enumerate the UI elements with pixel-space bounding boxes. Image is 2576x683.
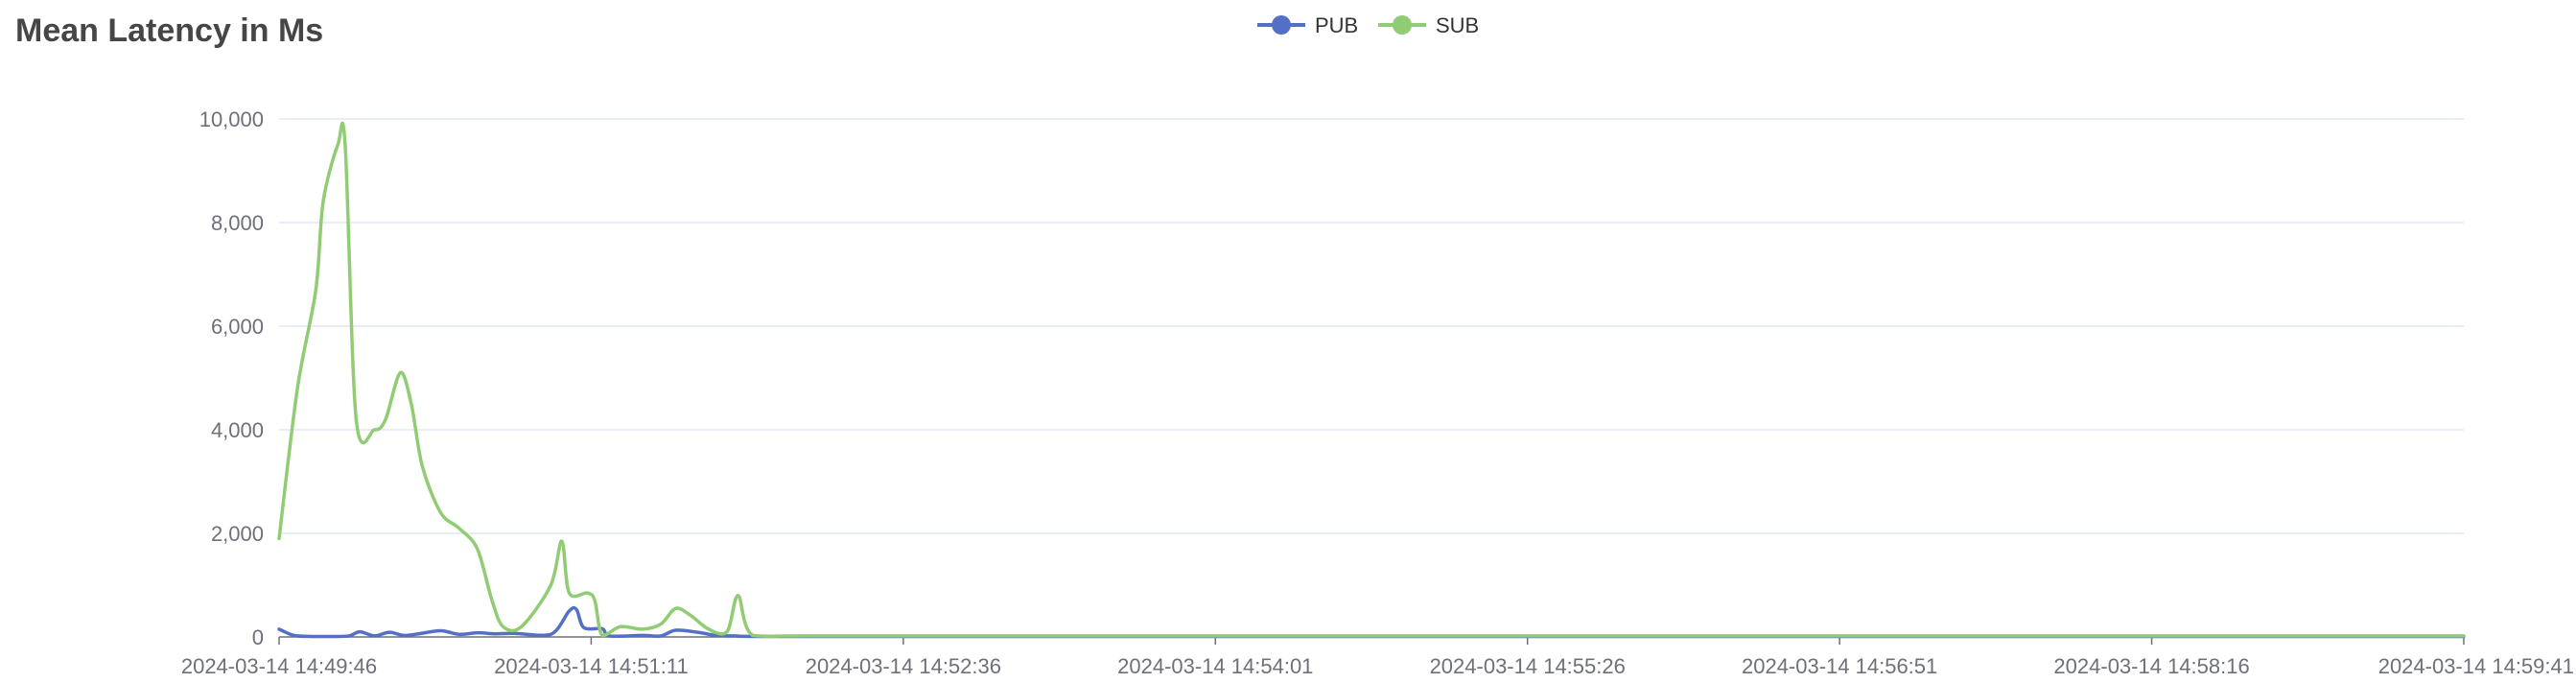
chart-title: Mean Latency in Ms [15, 12, 324, 49]
y-tick-label: 10,000 [199, 107, 264, 131]
y-tick-label: 0 [252, 625, 264, 649]
y-tick-label: 8,000 [211, 211, 264, 235]
x-tick-label: 2024-03-14 14:55:26 [1430, 654, 1626, 678]
y-tick-label: 4,000 [211, 418, 264, 442]
legend-item-pub[interactable]: PUB [1257, 13, 1358, 37]
x-tick-label: 2024-03-14 14:49:46 [181, 654, 377, 678]
legend-item-sub[interactable]: SUB [1378, 13, 1479, 37]
x-tick-label: 2024-03-14 14:51:11 [494, 654, 689, 678]
x-tick-label: 2024-03-14 14:54:01 [1117, 654, 1313, 678]
x-tick-label: 2024-03-14 14:56:51 [1742, 654, 1937, 678]
x-tick-label: 2024-03-14 14:59:41 [2378, 654, 2574, 678]
x-tick-label: 2024-03-14 14:58:16 [2053, 654, 2249, 678]
legend-label: SUB [1436, 13, 1479, 37]
legend-marker [1393, 15, 1412, 35]
legend[interactable]: PUB SUB [1257, 13, 1479, 37]
legend-label: PUB [1315, 13, 1358, 37]
series-line-sub [277, 121, 2466, 638]
x-tick-label: 2024-03-14 14:52:36 [806, 654, 1001, 678]
y-tick-label: 2,000 [211, 522, 264, 546]
series-lines [277, 121, 2466, 639]
series-line-pub [277, 605, 2466, 639]
legend-marker [1272, 15, 1291, 35]
grid-lines [279, 118, 2464, 534]
y-tick-label: 6,000 [211, 315, 264, 339]
axes: 0 2,000 4,000 6,000 8,000 10,000 2024-03-14 14… [181, 107, 2574, 678]
